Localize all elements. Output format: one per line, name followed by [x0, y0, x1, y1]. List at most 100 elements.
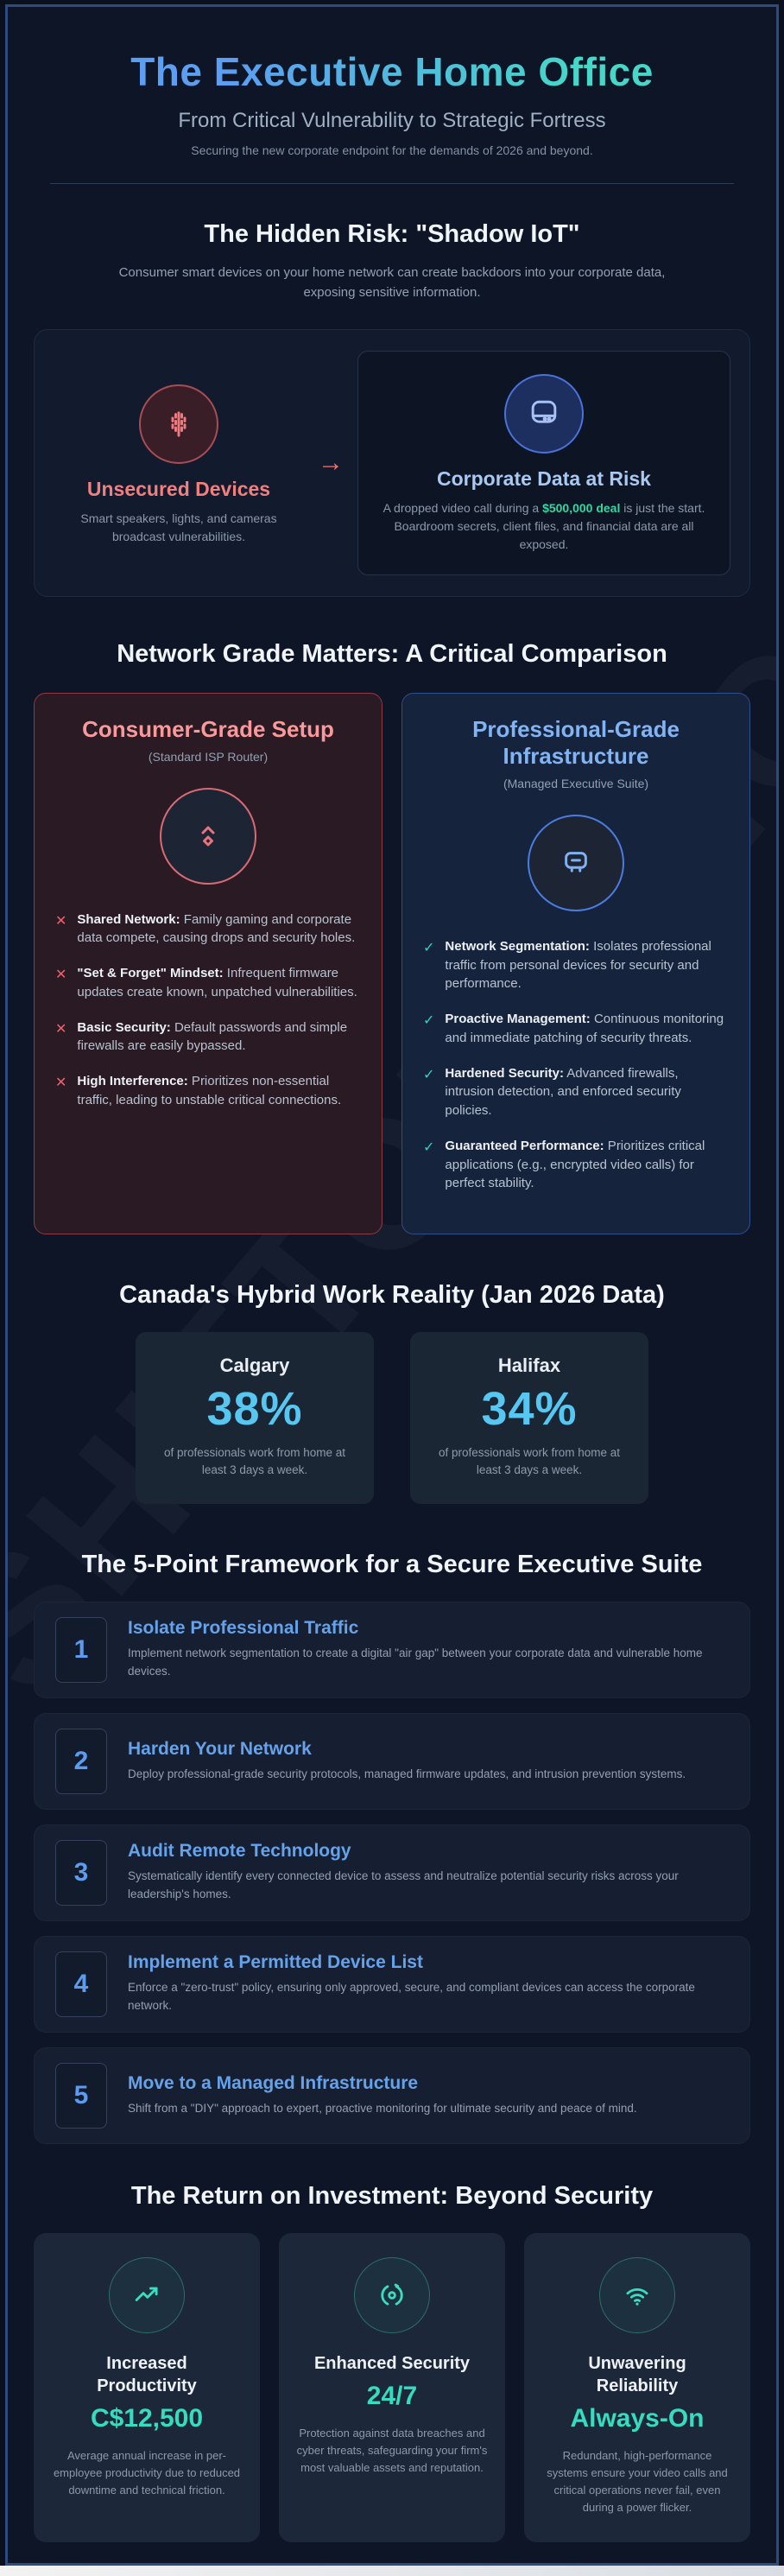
corporate-data-text-before: A dropped video call during a: [383, 500, 543, 515]
item-label: Guaranteed Performance:: [445, 1138, 604, 1153]
item-text: Basic Security: Default passwords and si…: [77, 1018, 361, 1056]
item-text: Shared Network: Family gaming and corpor…: [77, 910, 361, 949]
stat-value: 34%: [481, 1383, 578, 1436]
comparison-cards: Consumer-Grade Setup (Standard ISP Route…: [34, 692, 750, 1235]
list-item: ✓ Network Segmentation: Isolates professi…: [423, 937, 729, 993]
roi-text: Redundant, high-performance systems ensu…: [547, 2448, 728, 2515]
check-mark-icon: ✓: [423, 1067, 435, 1082]
roi-title: Enhanced Security: [313, 2353, 471, 2373]
framework-step-2: 2 Harden Your Network Deploy professiona…: [34, 1712, 750, 1810]
shadow-iot-heading: The Hidden Risk: "Shadow IoT": [204, 220, 580, 248]
step-content: Audit Remote Technology Systematically i…: [128, 1841, 729, 1904]
stats-cards: Calgary 38% of professionals work from h…: [34, 1332, 750, 1504]
item-body: Advanced firewalls, intrusion detection,…: [445, 1065, 681, 1119]
professional-card-subtitle: (Managed Executive Suite): [503, 776, 649, 790]
unsecured-devices-block: Unsecured Devices Smart speakers, lights…: [54, 379, 304, 546]
comparison-heading: Network Grade Matters: A Critical Compar…: [117, 639, 667, 668]
stat-city: Calgary: [219, 1355, 290, 1377]
step-title: Harden Your Network: [128, 1738, 312, 1759]
header-divider: [50, 183, 734, 184]
shadow-iot-description: Consumer smart devices on your home netw…: [118, 265, 666, 301]
item-text: Proactive Management: Continuous monitor…: [445, 1010, 729, 1048]
item-label: Proactive Management:: [445, 1012, 591, 1027]
step-number: 2: [55, 1728, 107, 1794]
step-text: Shift from a "DIY" approach to expert, p…: [128, 2101, 637, 2115]
stat-value: 38%: [206, 1383, 303, 1436]
framework-step-5: 5 Move to a Managed Infrastructure Shift…: [34, 2046, 750, 2144]
step-title: Implement a Permitted Device List: [128, 1952, 423, 1973]
step-text: Systematically identify every connected …: [128, 1869, 679, 1901]
corporate-data-text-after: is just the start. Boardroom secrets, cl…: [394, 500, 705, 551]
x-mark-icon: ✕: [55, 968, 67, 983]
item-text: Network Segmentation: Isolates professio…: [445, 937, 729, 993]
list-item: ✕ "Set & Forget" Mindset: Infrequent firm…: [55, 964, 361, 1002]
consumer-grade-card: Consumer-Grade Setup (Standard ISP Route…: [34, 692, 383, 1235]
x-mark-icon: ✕: [55, 1021, 67, 1037]
page-tagline: Securing the new corporate endpoint for …: [191, 143, 593, 157]
x-mark-icon: ✕: [55, 913, 67, 929]
professional-grade-card: Professional-Grade Infrastructure (Manag…: [401, 692, 750, 1235]
roi-card-security: Enhanced Security 24/7 Protection agains…: [279, 2232, 505, 2543]
security-scan-icon: [354, 2256, 430, 2333]
step-content: Isolate Professional Traffic Implement n…: [128, 1618, 729, 1681]
framework-step-3: 3 Audit Remote Technology Systematically…: [34, 1824, 750, 1921]
step-number: 1: [55, 1616, 107, 1683]
check-mark-icon: ✓: [423, 1013, 435, 1029]
roi-title: Increased Productivity: [97, 2353, 197, 2395]
router-icon: [160, 787, 256, 885]
framework-step-1: 1 Isolate Professional Traffic Implement…: [34, 1601, 750, 1698]
framework-steps: 1 Isolate Professional Traffic Implement…: [34, 1601, 750, 2144]
trending-up-icon: [109, 2256, 185, 2333]
circuit-chip-icon: [139, 384, 218, 464]
stat-card-halifax: Halifax 34% of professionals work from h…: [410, 1332, 648, 1504]
page-subtitle: From Critical Vulnerability to Strategic…: [178, 109, 606, 132]
corporate-data-title: Corporate Data at Risk: [437, 466, 651, 490]
step-content: Move to a Managed Infrastructure Shift f…: [128, 2073, 637, 2118]
check-mark-icon: ✓: [423, 940, 435, 955]
item-body: Isolates professional traffic from perso…: [445, 938, 711, 992]
professional-benefits-list: ✓ Network Segmentation: Isolates professi…: [423, 937, 729, 1193]
framework-step-4: 4 Implement a Permitted Device List Enfo…: [34, 1935, 750, 2033]
item-label: "Set & Forget" Mindset:: [77, 966, 224, 981]
item-text: Guaranteed Performance: Prioritizes crit…: [445, 1137, 729, 1193]
stats-heading: Canada's Hybrid Work Reality (Jan 2026 D…: [119, 1281, 665, 1310]
step-text: Enforce a "zero-trust" policy, ensuring …: [128, 1981, 695, 2013]
roi-text: Protection against data breaches and cyb…: [296, 2426, 488, 2474]
stat-card-calgary: Calgary 38% of professionals work from h…: [136, 1332, 374, 1504]
item-body: Prioritizes non-essential traffic, leadi…: [77, 1074, 342, 1107]
header: The Executive Home Office From Critical …: [34, 29, 750, 184]
roi-card-reliability: Unwavering Reliability Always-On Redunda…: [524, 2232, 750, 2543]
item-label: Shared Network:: [77, 911, 180, 927]
consumer-card-subtitle: (Standard ISP Router): [148, 749, 269, 764]
step-title: Move to a Managed Infrastructure: [128, 2072, 419, 2093]
step-content: Implement a Permitted Device List Enforc…: [128, 1952, 729, 2015]
list-item: ✕ Basic Security: Default passwords and s…: [55, 1018, 361, 1056]
item-body: Default passwords and simple firewalls a…: [77, 1019, 348, 1054]
roi-cards: Increased Productivity C$12,500 Average …: [34, 2232, 750, 2543]
page-title: The Executive Home Office: [130, 49, 654, 94]
shadow-iot-panel: Unsecured Devices Smart speakers, lights…: [34, 328, 750, 597]
roi-title: Unwavering Reliability: [588, 2353, 686, 2395]
item-text: "Set & Forget" Mindset: Infrequent firmw…: [77, 964, 361, 1002]
item-body: Family gaming and corporate data compete…: [77, 911, 356, 946]
roi-value: Always-On: [570, 2403, 705, 2433]
list-item: ✓ Guaranteed Performance: Prioritizes cri…: [423, 1137, 729, 1193]
item-label: Basic Security:: [77, 1019, 171, 1035]
step-title: Audit Remote Technology: [128, 1841, 351, 1862]
item-text: High Interference: Prioritizes non-essen…: [77, 1072, 361, 1110]
item-label: Network Segmentation:: [445, 938, 590, 954]
list-item: ✓ Hardened Security: Advanced firewalls, …: [423, 1064, 729, 1120]
consumer-card-title: Consumer-Grade Setup: [82, 715, 334, 742]
wifi-icon: [599, 2256, 675, 2333]
step-text: Implement network segmentation to create…: [128, 1646, 703, 1678]
corporate-data-card: Corporate Data at Risk A dropped video c…: [357, 350, 730, 575]
roi-value: 24/7: [366, 2381, 418, 2410]
framework-heading: The 5-Point Framework for a Secure Execu…: [81, 1550, 703, 1578]
storage-device-icon: [504, 373, 584, 454]
managed-server-icon: [528, 814, 624, 911]
deal-amount-highlight: $500,000 deal: [542, 500, 621, 515]
consumer-issues-list: ✕ Shared Network: Family gaming and corpo…: [55, 910, 361, 1110]
step-title: Isolate Professional Traffic: [128, 1618, 359, 1639]
step-text: Deploy professional-grade security proto…: [128, 1767, 686, 1780]
item-text: Hardened Security: Advanced firewalls, i…: [445, 1064, 729, 1120]
